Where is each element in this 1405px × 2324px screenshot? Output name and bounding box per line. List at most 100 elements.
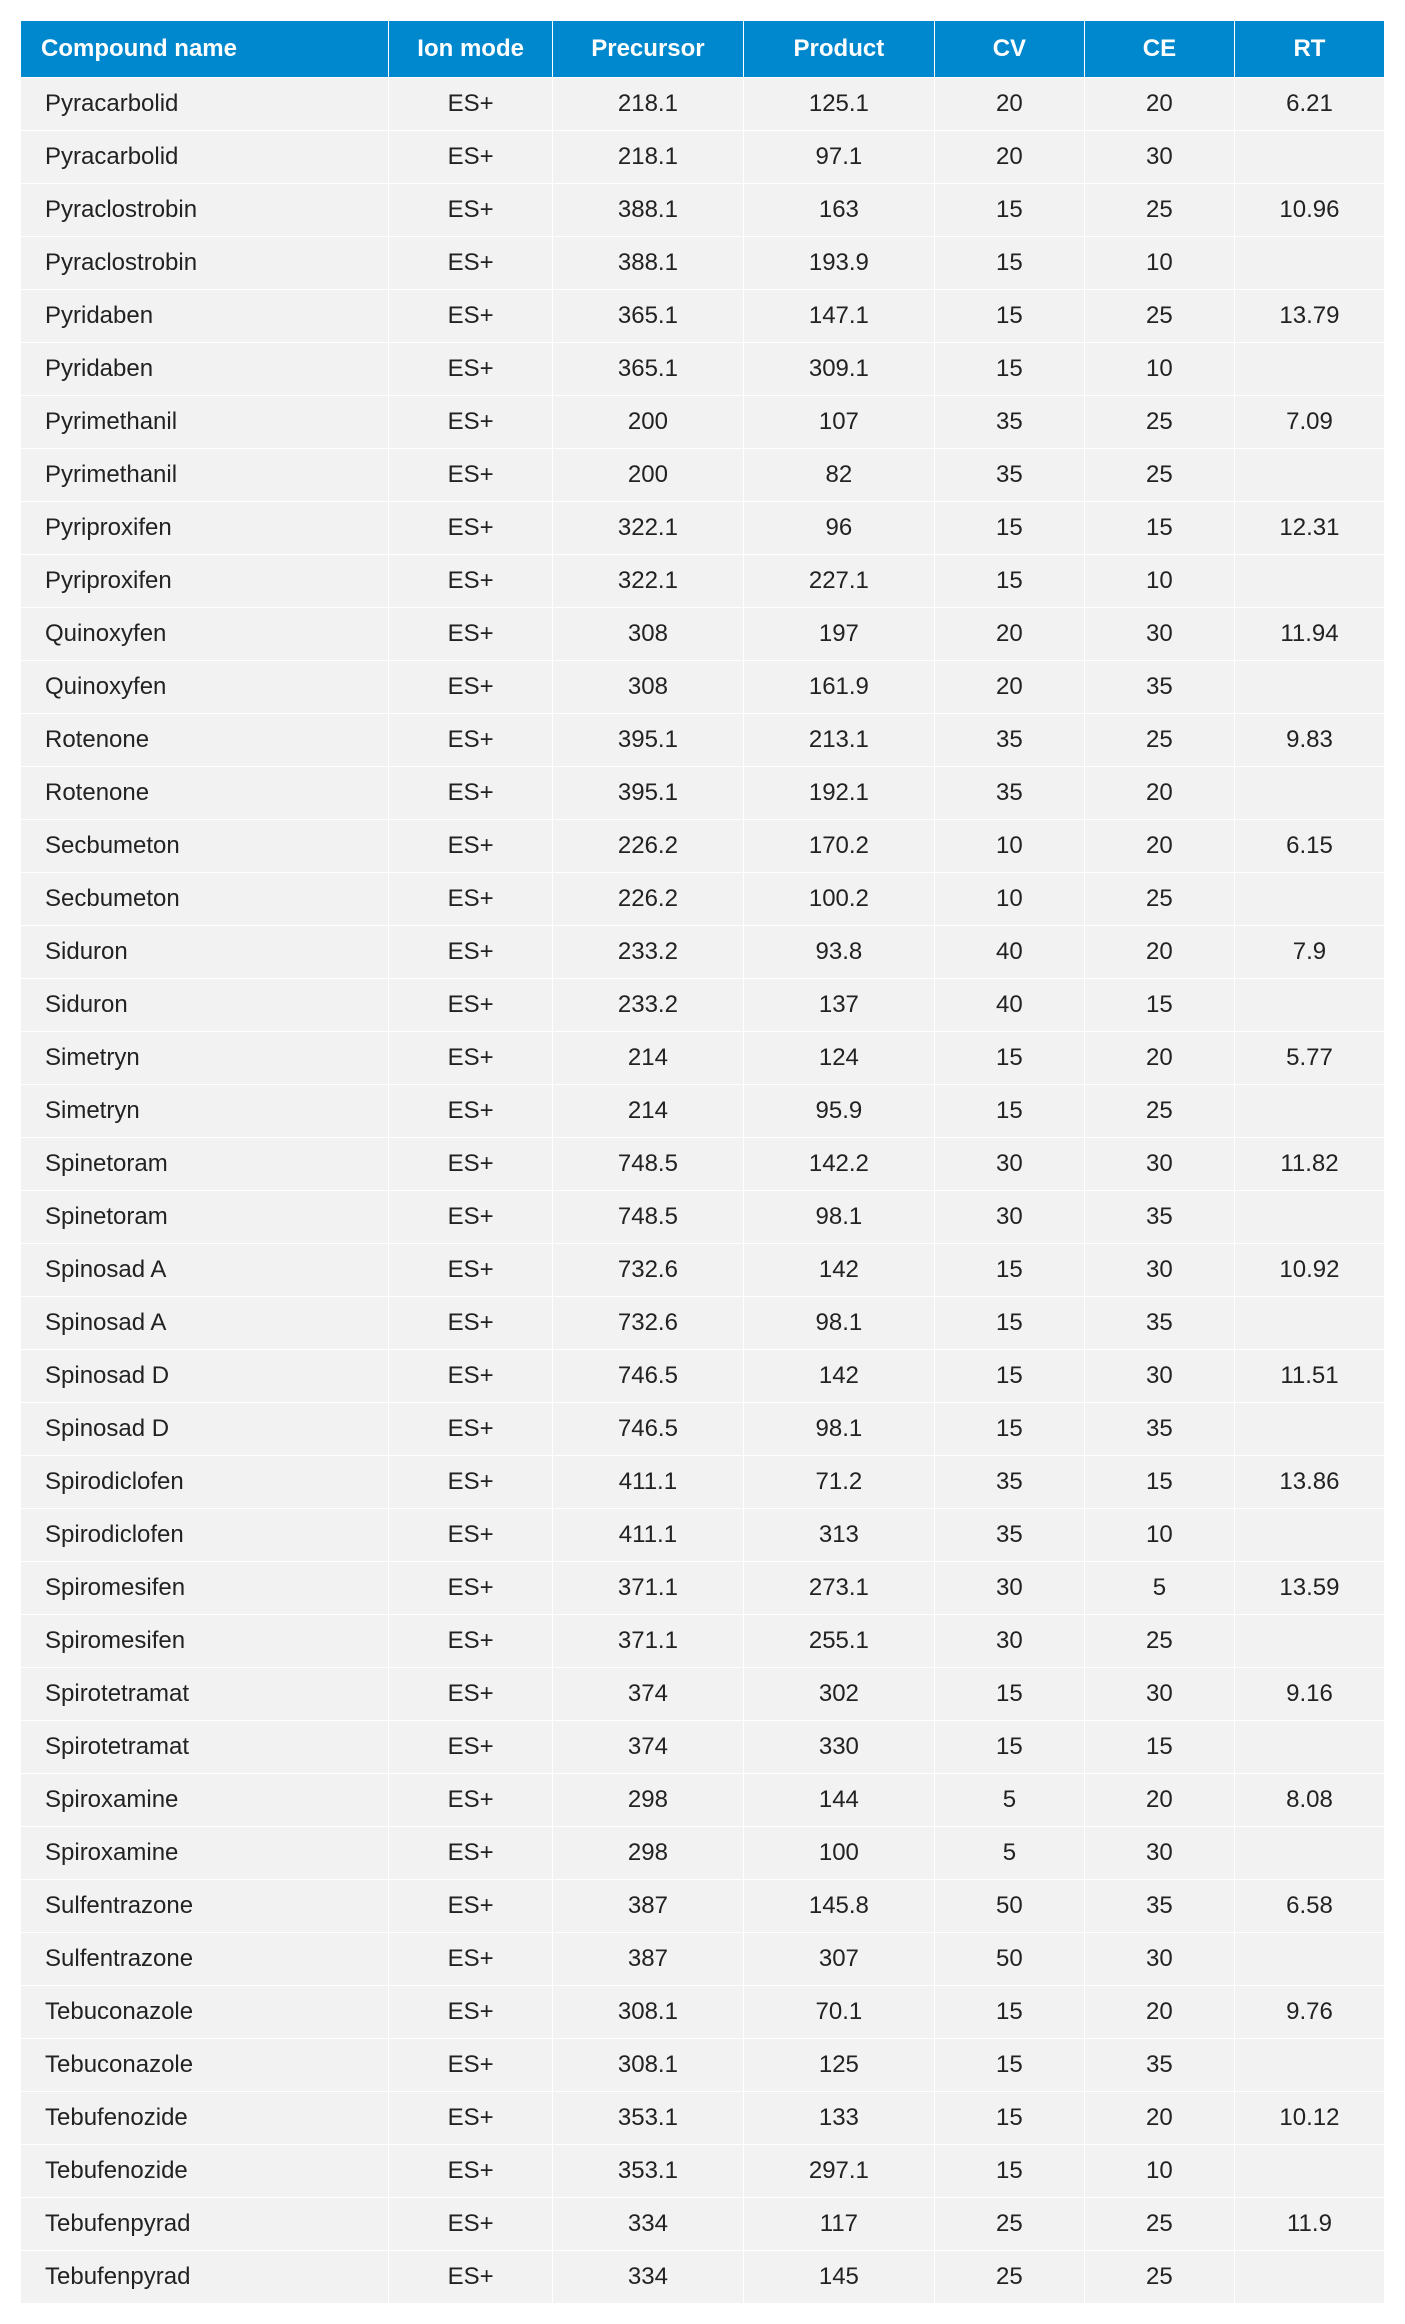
cell-ce: 30 [1084, 1350, 1234, 1403]
table-row: SpiromesifenES+371.1273.130513.59 [21, 1562, 1385, 1615]
cell-ion-mode: ES+ [389, 1456, 553, 1509]
cell-ce: 35 [1084, 661, 1234, 714]
cell-ion-mode: ES+ [389, 555, 553, 608]
cell-precursor: 218.1 [552, 78, 743, 131]
cell-product: 95.9 [743, 1085, 934, 1138]
cell-ce: 10 [1084, 237, 1234, 290]
cell-precursor: 411.1 [552, 1509, 743, 1562]
cell-ce: 15 [1084, 1721, 1234, 1774]
cell-compound-name: Spirotetramat [21, 1668, 389, 1721]
table-row: SiduronES+233.293.840207.9 [21, 926, 1385, 979]
cell-cv: 35 [934, 1456, 1084, 1509]
table-row: TebuconazoleES+308.170.115209.76 [21, 1986, 1385, 2039]
table-row: SpirodiclofenES+411.13133510 [21, 1509, 1385, 1562]
cell-rt: 6.58 [1234, 1880, 1384, 1933]
cell-ion-mode: ES+ [389, 502, 553, 555]
cell-rt [1234, 343, 1384, 396]
cell-precursor: 395.1 [552, 767, 743, 820]
cell-rt: 5.77 [1234, 1032, 1384, 1085]
cell-precursor: 387 [552, 1880, 743, 1933]
cell-compound-name: Rotenone [21, 767, 389, 820]
table-row: Spinosad DES+746.598.11535 [21, 1403, 1385, 1456]
cell-precursor: 374 [552, 1668, 743, 1721]
cell-precursor: 226.2 [552, 820, 743, 873]
cell-ce: 25 [1084, 290, 1234, 343]
cell-ion-mode: ES+ [389, 1244, 553, 1297]
cell-rt: 12.31 [1234, 502, 1384, 555]
cell-ce: 10 [1084, 555, 1234, 608]
cell-product: 161.9 [743, 661, 934, 714]
cell-ion-mode: ES+ [389, 184, 553, 237]
cell-compound-name: Spiromesifen [21, 1562, 389, 1615]
cell-cv: 30 [934, 1191, 1084, 1244]
cell-rt [1234, 449, 1384, 502]
table-row: PyrimethanilES+20010735257.09 [21, 396, 1385, 449]
cell-ce: 20 [1084, 820, 1234, 873]
cell-compound-name: Tebufenozide [21, 2092, 389, 2145]
cell-rt [1234, 1615, 1384, 1668]
cell-product: 145 [743, 2251, 934, 2304]
cell-ion-mode: ES+ [389, 2251, 553, 2304]
cell-precursor: 411.1 [552, 1456, 743, 1509]
cell-precursor: 298 [552, 1827, 743, 1880]
cell-rt [1234, 2039, 1384, 2092]
cell-rt [1234, 1403, 1384, 1456]
cell-product: 97.1 [743, 131, 934, 184]
cell-precursor: 233.2 [552, 979, 743, 1032]
cell-ion-mode: ES+ [389, 1403, 553, 1456]
cell-compound-name: Secbumeton [21, 820, 389, 873]
cell-cv: 15 [934, 1350, 1084, 1403]
cell-rt: 7.09 [1234, 396, 1384, 449]
cell-compound-name: Tebufenpyrad [21, 2198, 389, 2251]
cell-rt: 9.76 [1234, 1986, 1384, 2039]
cell-precursor: 298 [552, 1774, 743, 1827]
cell-ce: 15 [1084, 1456, 1234, 1509]
cell-cv: 30 [934, 1615, 1084, 1668]
table-row: QuinoxyfenES+308161.92035 [21, 661, 1385, 714]
table-row: RotenoneES+395.1213.135259.83 [21, 714, 1385, 767]
cell-product: 117 [743, 2198, 934, 2251]
cell-rt: 8.08 [1234, 1774, 1384, 1827]
cell-compound-name: Pyriproxifen [21, 555, 389, 608]
cell-compound-name: Pyriproxifen [21, 502, 389, 555]
cell-cv: 5 [934, 1827, 1084, 1880]
cell-precursor: 308.1 [552, 1986, 743, 2039]
table-row: TebufenozideES+353.1133152010.12 [21, 2092, 1385, 2145]
cell-rt: 10.96 [1234, 184, 1384, 237]
cell-compound-name: Pyridaben [21, 290, 389, 343]
cell-precursor: 748.5 [552, 1191, 743, 1244]
cell-ce: 25 [1084, 873, 1234, 926]
table-row: PyridabenES+365.1309.11510 [21, 343, 1385, 396]
cell-product: 98.1 [743, 1191, 934, 1244]
cell-product: 124 [743, 1032, 934, 1085]
cell-product: 309.1 [743, 343, 934, 396]
table-row: SimetrynES+21495.91525 [21, 1085, 1385, 1138]
cell-ce: 20 [1084, 1032, 1234, 1085]
cell-ion-mode: ES+ [389, 1986, 553, 2039]
cell-rt: 13.79 [1234, 290, 1384, 343]
cell-cv: 15 [934, 290, 1084, 343]
cell-ce: 10 [1084, 2145, 1234, 2198]
cell-product: 71.2 [743, 1456, 934, 1509]
cell-cv: 15 [934, 555, 1084, 608]
cell-cv: 15 [934, 1085, 1084, 1138]
cell-cv: 15 [934, 2039, 1084, 2092]
table-row: SpiromesifenES+371.1255.13025 [21, 1615, 1385, 1668]
cell-ce: 30 [1084, 1827, 1234, 1880]
cell-product: 100.2 [743, 873, 934, 926]
table-row: Spinosad AES+732.698.11535 [21, 1297, 1385, 1350]
table-row: SpinetoramES+748.5142.2303011.82 [21, 1138, 1385, 1191]
table-row: SecbumetonES+226.2170.210206.15 [21, 820, 1385, 873]
cell-precursor: 233.2 [552, 926, 743, 979]
cell-precursor: 353.1 [552, 2145, 743, 2198]
table-row: PyrimethanilES+200823525 [21, 449, 1385, 502]
cell-ce: 20 [1084, 1986, 1234, 2039]
cell-ion-mode: ES+ [389, 290, 553, 343]
cell-rt [1234, 1297, 1384, 1350]
cell-product: 133 [743, 2092, 934, 2145]
table-row: QuinoxyfenES+308197203011.94 [21, 608, 1385, 661]
cell-cv: 35 [934, 714, 1084, 767]
cell-compound-name: Tebuconazole [21, 2039, 389, 2092]
cell-ion-mode: ES+ [389, 979, 553, 1032]
cell-cv: 35 [934, 1509, 1084, 1562]
